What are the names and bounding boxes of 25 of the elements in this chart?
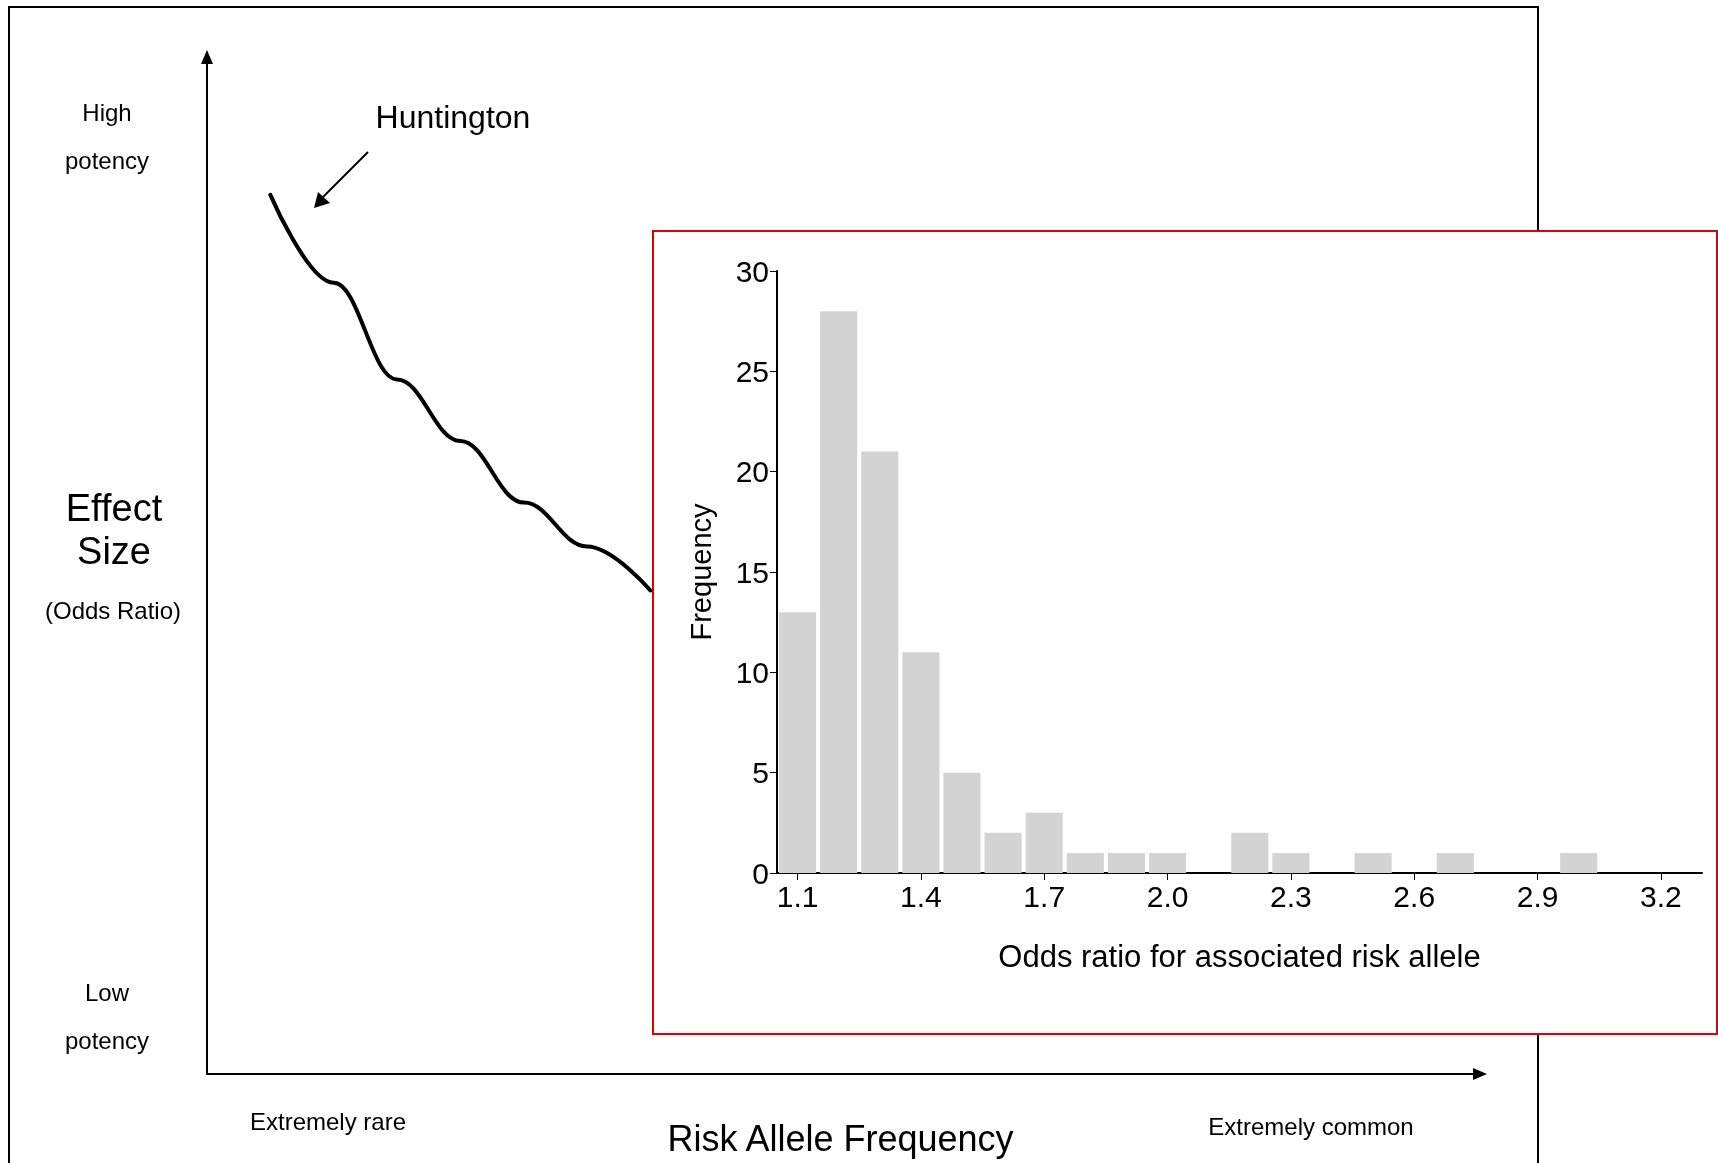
x-tick-label: 2.6 xyxy=(1393,879,1436,913)
y-axis-title: Effect Size xyxy=(65,487,163,573)
x-tick-label: 2.3 xyxy=(1270,879,1312,913)
y-tick-label: 15 xyxy=(735,555,769,589)
y-tick-label: 25 xyxy=(735,354,769,388)
y-tick-label: 10 xyxy=(735,655,769,689)
y-tick-label: 0 xyxy=(752,856,769,890)
x-tick-label: 2.9 xyxy=(1516,879,1559,913)
y-tick-label: 30 xyxy=(735,254,769,288)
text: Huntington xyxy=(375,98,531,136)
y-tick-label: 5 xyxy=(752,756,769,790)
x-tick-label: 1.4 xyxy=(900,879,942,913)
text: Low potency xyxy=(64,978,150,1056)
x-tick-label: 3.2 xyxy=(1640,879,1682,913)
x-tick-label: 2.0 xyxy=(1146,879,1189,913)
text: Extremely common xyxy=(1208,1113,1414,1141)
y-tick-label: 20 xyxy=(735,455,769,489)
y-axis-title: Frequency xyxy=(684,502,717,641)
text: Extremely rare xyxy=(249,1108,407,1136)
x-axis-title: Risk Allele Frequency xyxy=(667,1117,1014,1159)
text: High potency xyxy=(64,98,150,176)
text: (Odds Ratio) xyxy=(44,597,182,625)
x-tick-label: 1.7 xyxy=(1023,879,1066,913)
x-tick-label: 1.1 xyxy=(776,879,819,913)
x-axis-title: Odds ratio for associated risk allele xyxy=(998,939,1481,974)
